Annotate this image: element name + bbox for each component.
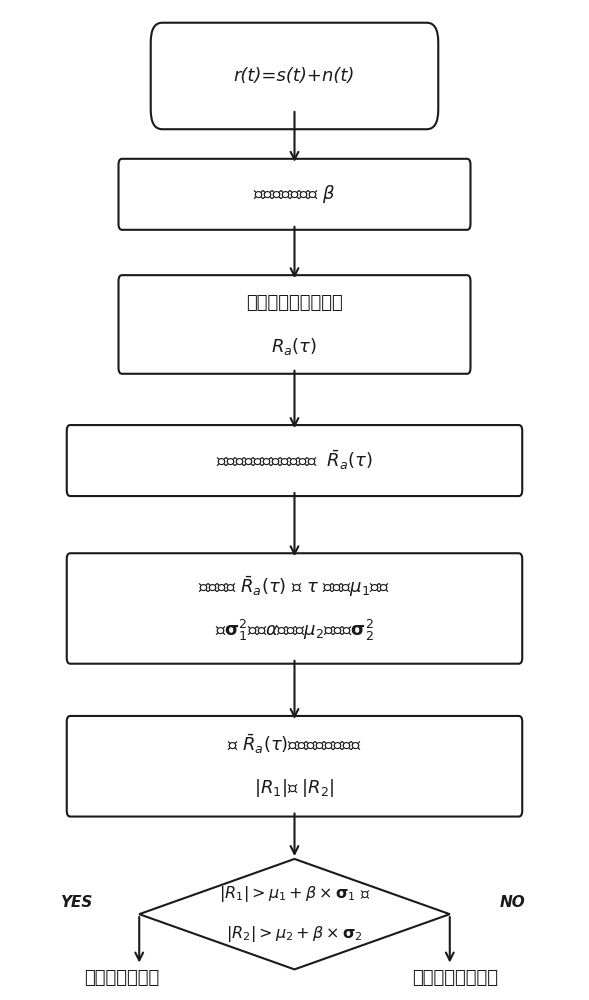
Text: $R_a(\tau)$: $R_a(\tau)$ — [272, 336, 317, 357]
FancyBboxPatch shape — [67, 716, 522, 817]
FancyBboxPatch shape — [118, 275, 471, 374]
FancyBboxPatch shape — [67, 553, 522, 664]
Text: 从 $\bar{R}_a(\tau)$中搜索对称峰値点: 从 $\bar{R}_a(\tau)$中搜索对称峰値点 — [227, 733, 362, 756]
FancyBboxPatch shape — [67, 425, 522, 496]
Text: 构建认知网络信号检测域  $\bar{R}_a(\tau)$: 构建认知网络信号检测域 $\bar{R}_a(\tau)$ — [216, 449, 373, 472]
Text: 计算循环自相关函数: 计算循环自相关函数 — [246, 294, 343, 312]
Text: NO: NO — [500, 895, 526, 910]
Polygon shape — [139, 859, 450, 969]
Text: 根据虚警率设置 $\beta$: 根据虚警率设置 $\beta$ — [253, 183, 336, 205]
Text: $|R_1|$和 $|R_2|$: $|R_1|$和 $|R_2|$ — [254, 777, 335, 799]
Text: 分别计算 $\bar{R}_a(\tau)$ 对 $\tau$ 的均值$\mu_1$、方: 分别计算 $\bar{R}_a(\tau)$ 对 $\tau$ 的均值$\mu_… — [198, 574, 391, 599]
Text: $|R_1|>\mu_1+\beta\times\mathbf{\sigma}_1$ 或: $|R_1|>\mu_1+\beta\times\mathbf{\sigma}_… — [219, 884, 370, 904]
Text: YES: YES — [59, 895, 92, 910]
Text: r(t)=s(t)+n(t): r(t)=s(t)+n(t) — [234, 67, 355, 85]
Text: 主用户信号存在: 主用户信号存在 — [84, 969, 160, 987]
Text: $|R_2|>\mu_2+\beta\times\mathbf{\sigma}_2$: $|R_2|>\mu_2+\beta\times\mathbf{\sigma}_… — [226, 924, 363, 944]
FancyBboxPatch shape — [118, 159, 471, 230]
Text: 差$\mathbf{\sigma}_1^2$和对$\alpha$的均值$\mu_2$、方差$\mathbf{\sigma}_2^2$: 差$\mathbf{\sigma}_1^2$和对$\alpha$的均值$\mu_… — [215, 618, 374, 643]
FancyBboxPatch shape — [151, 23, 438, 129]
Text: 主用户信号不存在: 主用户信号不存在 — [412, 969, 498, 987]
